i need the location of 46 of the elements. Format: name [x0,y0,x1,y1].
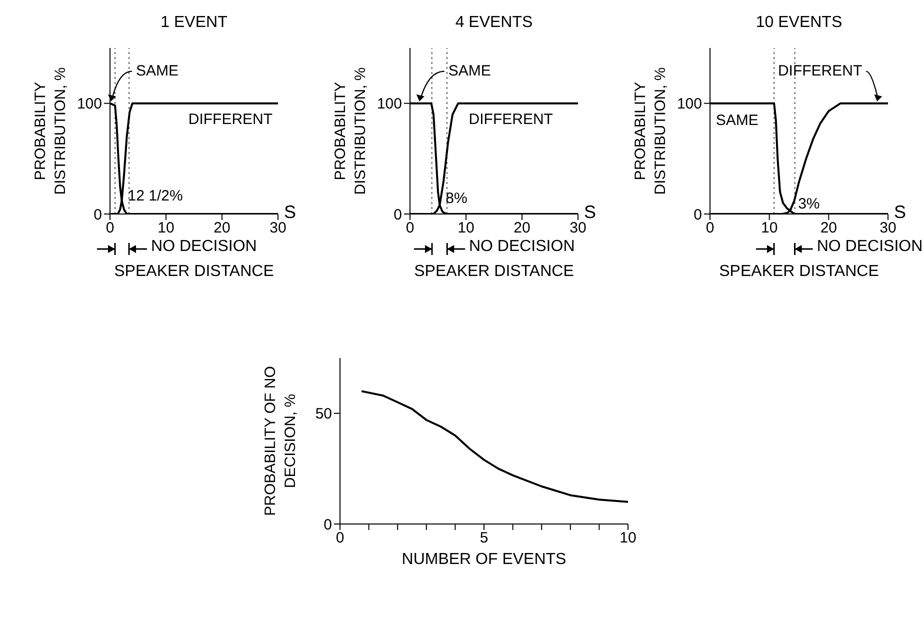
annotation: SAME [716,112,758,130]
x-tick-label: 20 [514,220,530,237]
x-tick-label: 30 [880,220,896,237]
x-axis-title: SPEAKER DISTANCE [113,262,275,282]
x-tick-label: 0 [106,220,114,237]
y-tick-label: 100 [376,96,402,113]
annotation: DIFFERENT [468,110,553,128]
annotation: 8% [446,190,468,208]
y-axis-title: PROBABILITY DISTRIBUTION, % [631,66,670,197]
annotation: SAME [448,62,491,80]
x-tick-label: 5 [480,530,488,547]
x-axis-title: SPEAKER DISTANCE [718,262,880,282]
x-tick-label: 10 [458,220,474,237]
text: S [284,202,296,222]
x-tick-label: 0 [706,220,714,237]
line-series [360,390,628,503]
y-axis-title: PROBABILITY OF NO DECISION, % [261,365,300,518]
y-axis-title: PROBABILITY DISTRIBUTION, % [31,66,70,197]
y-tick-label: 100 [76,96,102,113]
text: S [584,202,596,222]
x-tick-label: 20 [820,220,838,237]
x-tick-label: 30 [570,220,586,237]
x-tick-label: 10 [620,530,636,547]
annotation: 3% [798,196,820,213]
text: S [894,202,906,222]
annotation: DIFFERENT [778,62,862,80]
x-tick-label: 10 [760,220,778,237]
text: NO DECISION [151,238,257,256]
text: NO DECISION [468,238,575,256]
x-tick-label: 0 [336,530,344,547]
chart-title: 10 EVENTS [754,13,844,33]
x-tick-label: 20 [214,220,230,237]
annotation: 12 1/2% [128,188,183,205]
annotation: DIFFERENT [188,110,273,128]
y-tick-label: 50 [315,406,332,423]
annotation: SAME [136,62,179,80]
chart-title: 1 EVENT [160,13,228,33]
x-axis-title: NUMBER OF EVENTS [400,550,568,570]
y-tick-label: 100 [676,96,702,113]
x-tick-label: 10 [158,220,174,237]
y-axis-title: PROBABILITY DISTRIBUTION, % [331,66,370,197]
chart-title: 4 EVENTS [454,13,534,33]
x-axis-title: SPEAKER DISTANCE [413,262,575,282]
text: NO DECISION [816,238,923,256]
x-tick-label: 0 [406,220,414,237]
x-tick-label: 30 [270,220,286,237]
